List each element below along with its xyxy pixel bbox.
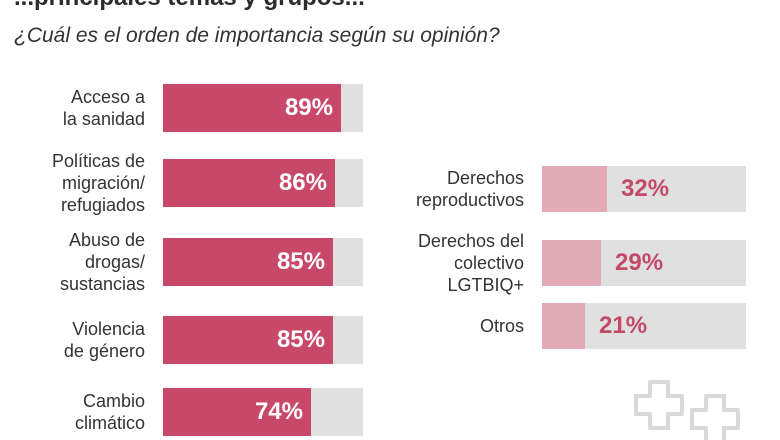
bar-track: 86% bbox=[163, 159, 363, 207]
value-label: 85% bbox=[276, 248, 325, 275]
bar-track: 85% bbox=[163, 238, 363, 286]
bar bbox=[542, 303, 585, 349]
value-label: 89% bbox=[284, 94, 333, 121]
bar bbox=[163, 84, 341, 132]
bar bbox=[163, 159, 335, 207]
bar-track: 21% bbox=[542, 303, 746, 349]
bar-track: 85% bbox=[163, 316, 363, 364]
value-label: 74% bbox=[254, 398, 303, 425]
category-label: Cambio climático bbox=[74, 391, 145, 433]
category-label: Políticas de migración/ refugiados bbox=[51, 151, 145, 215]
page-title-partial: ...principales temas y grupos... bbox=[14, 0, 365, 12]
category-label: Derechos reproductivos bbox=[415, 168, 524, 210]
value-label: 85% bbox=[276, 326, 325, 353]
bar-track: 74% bbox=[163, 388, 363, 436]
category-label: Otros bbox=[479, 316, 524, 336]
value-label: 29% bbox=[615, 249, 664, 276]
value-label: 32% bbox=[621, 175, 670, 202]
value-label: 21% bbox=[599, 312, 648, 339]
category-label: Violencia de género bbox=[63, 319, 145, 361]
bar-track: 32% bbox=[542, 166, 746, 212]
bar bbox=[542, 240, 601, 286]
bar bbox=[163, 238, 333, 286]
category-label: Acceso a la sanidad bbox=[62, 87, 145, 129]
bar-track: 89% bbox=[163, 84, 363, 132]
bar bbox=[163, 316, 333, 364]
bar-track: 29% bbox=[542, 240, 746, 286]
bar bbox=[163, 388, 311, 436]
category-label: Derechos del colectivo LGTBIQ+ bbox=[417, 231, 524, 295]
chart-subtitle: ¿Cuál es el orden de importancia según s… bbox=[14, 24, 500, 47]
value-label: 86% bbox=[278, 169, 327, 196]
category-label: Abuso de drogas/ sustancias bbox=[59, 230, 145, 294]
bar bbox=[542, 166, 607, 212]
